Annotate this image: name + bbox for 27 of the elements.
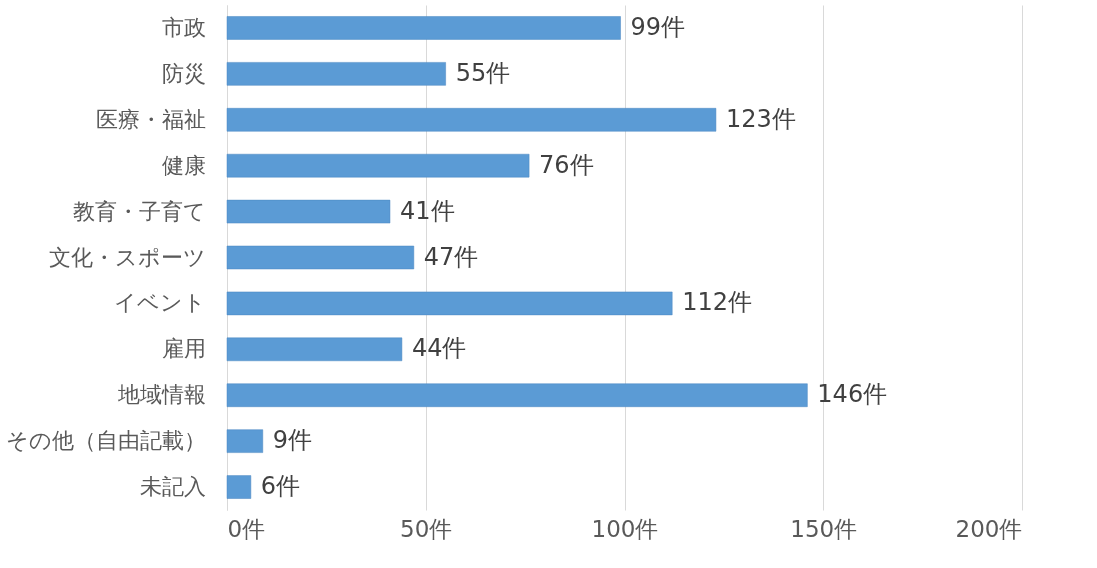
data-label: 6件 [260, 472, 301, 501]
data-label: 41件 [399, 196, 455, 225]
y-tick-label: 文化・スポーツ [48, 244, 206, 270]
y-tick-label: 医療・福祉 [95, 106, 206, 132]
data-label: 9件 [272, 426, 313, 455]
x-tick-label: 0件 [227, 515, 266, 542]
y-tick-label: 未記入 [139, 474, 206, 500]
y-tick-label: その他（自由記載） [5, 428, 206, 454]
x-tick-label: 200件 [955, 515, 1023, 542]
data-label: 44件 [411, 334, 467, 363]
data-label: 123件 [725, 104, 796, 133]
data-label: 55件 [455, 58, 511, 87]
data-label: 112件 [682, 288, 753, 317]
y-tick-label: 教育・子育て [72, 198, 206, 224]
y-tick-label: 市政 [161, 14, 206, 40]
y-tick-label: イベント [113, 290, 206, 316]
data-label: 99件 [630, 12, 686, 41]
y-tick-label: 雇用 [161, 336, 206, 362]
y-tick-label: 防災 [161, 60, 206, 86]
data-label: 76件 [539, 150, 594, 179]
x-tick-label: 100件 [591, 515, 659, 542]
y-tick-label: 健康 [161, 152, 206, 178]
data-label: 47件 [423, 242, 479, 271]
x-tick-label: 50件 [400, 515, 453, 542]
y-tick-label: 地域情報 [116, 382, 206, 408]
data-label: 146件 [817, 380, 888, 409]
x-tick-label: 150件 [790, 515, 858, 542]
